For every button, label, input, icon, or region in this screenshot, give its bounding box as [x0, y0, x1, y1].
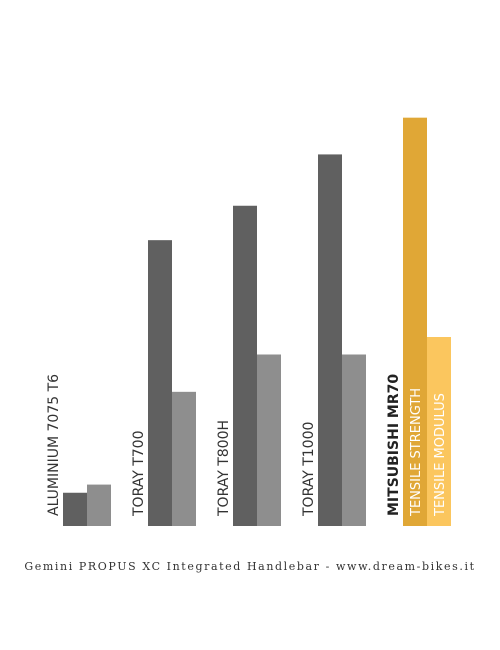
footer-caption: Gemini PROPUS XC Integrated Handlebar - …	[24, 560, 476, 573]
bar-strength-4	[318, 154, 342, 526]
bar-modulus-5	[427, 337, 451, 526]
bar-strength-3	[233, 205, 257, 526]
bar-strength-1	[63, 492, 87, 526]
category-label-5: MITSUBISHI MR70	[386, 374, 402, 516]
bar-modulus-2	[172, 391, 196, 526]
bar-modulus-1	[87, 484, 111, 526]
bar-strength-2	[148, 240, 172, 526]
category-label-1: ALUMINIUM 7075 T6	[46, 374, 62, 516]
category-label-2: TORAY T700	[131, 431, 147, 518]
bar-strength-5	[403, 117, 427, 527]
category-label-4: TORAY T1000	[301, 422, 317, 517]
category-label-3: TORAY T800H	[216, 420, 232, 517]
series-label-strength: TENSILE STRENGTH	[409, 388, 424, 517]
bar-modulus-3	[257, 354, 281, 526]
series-label-modulus: TENSILE MODULUS	[433, 393, 448, 517]
bar-modulus-4	[342, 354, 366, 526]
